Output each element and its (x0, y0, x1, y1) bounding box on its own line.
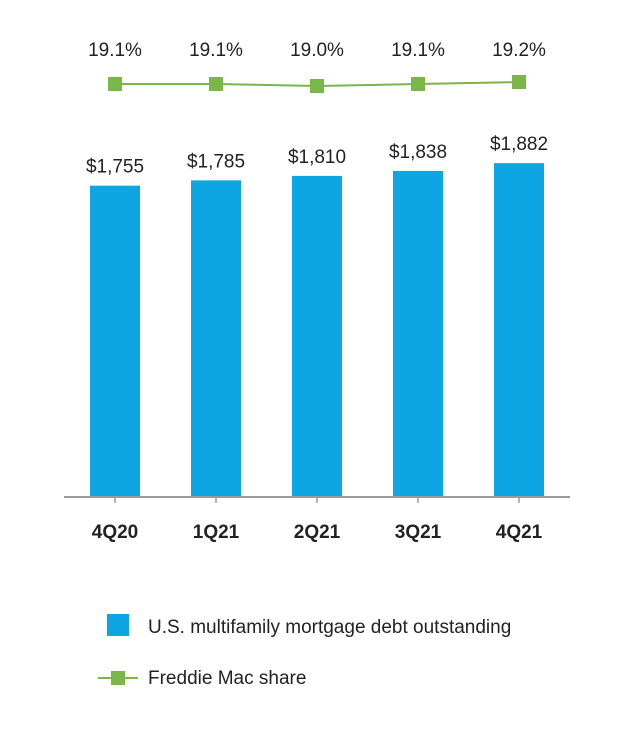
x-tick-label-4Q21: 4Q21 (496, 522, 543, 543)
x-tick-label-3Q21: 3Q21 (395, 522, 442, 543)
legend: U.S. multifamily mortgage debt outstandi… (98, 614, 511, 689)
share-value-label-3Q21: 19.1% (391, 40, 445, 61)
x-axis-ticks (114, 497, 520, 503)
bars (90, 163, 544, 498)
share-marker-4Q21 (512, 75, 526, 89)
legend-bar-label: U.S. multifamily mortgage debt outstandi… (148, 617, 511, 638)
bar-1Q21 (191, 180, 241, 497)
x-tick-label-2Q21: 2Q21 (294, 522, 341, 543)
x-tick-label-1Q21: 1Q21 (193, 522, 240, 543)
share-marker-2Q21 (310, 79, 324, 93)
share-value-label-4Q20: 19.1% (88, 40, 142, 61)
share-marker-4Q20 (108, 77, 122, 91)
bar-labels: $1,755 $1,785 $1,810 $1,838 $1,882 (86, 134, 548, 178)
share-marker-3Q21 (411, 77, 425, 91)
x-tick-label-4Q20: 4Q20 (92, 522, 138, 543)
share-marker-1Q21 (209, 77, 223, 91)
bar-4Q20 (90, 185, 140, 497)
bar-value-label-4Q20: $1,755 (86, 157, 144, 178)
share-labels: 19.1% 19.1% 19.0% 19.1% 19.2% (88, 40, 546, 61)
bar-value-label-2Q21: $1,810 (288, 147, 346, 168)
share-line-group (108, 75, 526, 93)
bar-4Q21 (494, 163, 544, 498)
bar-value-label-3Q21: $1,838 (389, 142, 447, 163)
share-value-label-1Q21: 19.1% (189, 40, 243, 61)
share-value-label-4Q21: 19.2% (492, 40, 546, 61)
share-value-label-2Q21: 19.0% (290, 40, 344, 61)
bar-value-label-1Q21: $1,785 (187, 151, 245, 172)
legend-bar-swatch (107, 614, 129, 636)
legend-line-label: Freddie Mac share (148, 668, 306, 689)
x-axis-labels: 4Q20 1Q21 2Q21 3Q21 4Q21 (92, 522, 543, 543)
bar-2Q21 (292, 175, 342, 497)
legend-line-marker (111, 671, 125, 685)
bar-3Q21 (393, 170, 443, 498)
bar-value-label-4Q21: $1,882 (490, 134, 548, 155)
